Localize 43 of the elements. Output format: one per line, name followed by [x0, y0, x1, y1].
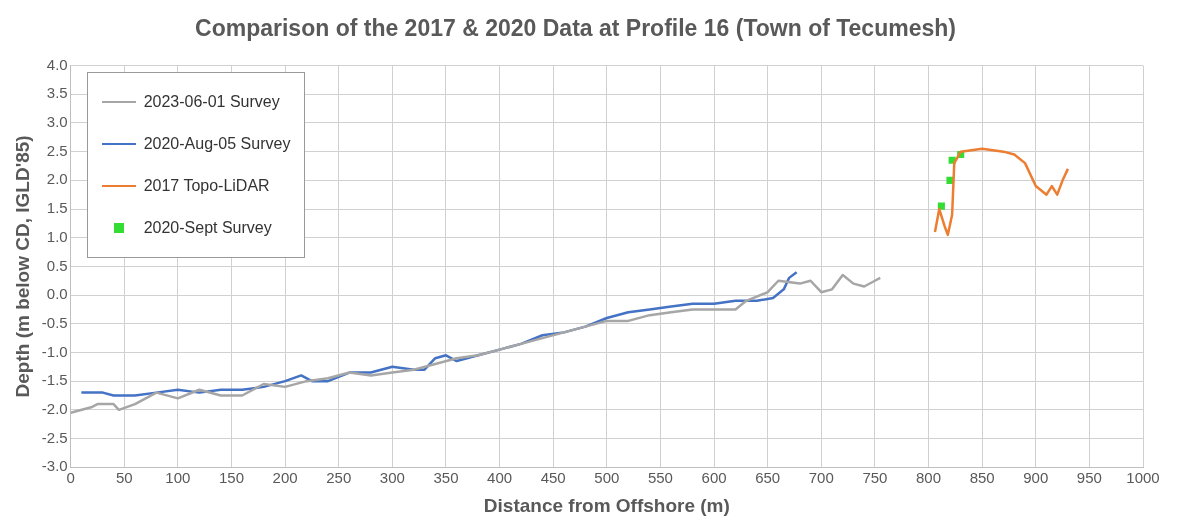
x-tick-label: 650	[755, 469, 781, 487]
x-tick-label: 500	[594, 469, 620, 487]
y-tick-label: 1.0	[46, 227, 68, 245]
x-tick-label: 1000	[1126, 469, 1160, 487]
y-tick-label: -0.5	[41, 313, 68, 331]
y-tick-label: 3.5	[46, 84, 68, 102]
legend-label: 2020-Sept Survey	[143, 218, 272, 237]
y-tick-label: -3.0	[41, 457, 68, 475]
y-tick-label: 0.5	[46, 256, 68, 274]
x-tick-label: 450	[540, 469, 566, 487]
x-tick-label: 200	[272, 469, 298, 487]
y-tick-label: -2.0	[41, 399, 68, 417]
x-tick-label: 850	[969, 469, 995, 487]
x-tick-label: 0	[66, 469, 75, 487]
x-tick-label: 250	[326, 469, 352, 487]
legend-label: 2017 Topo-LiDAR	[143, 176, 270, 195]
x-tick-label: 100	[165, 469, 191, 487]
x-tick-label: 400	[487, 469, 513, 487]
y-tick-label: 2.5	[46, 141, 68, 159]
chart-title: Comparison of the 2017 & 2020 Data at Profile 16 (Town of Tecumesh)	[195, 15, 956, 42]
y-tick-label: -1.5	[41, 371, 68, 389]
y-tick-label: 1.5	[46, 199, 68, 217]
x-tick-label: 750	[862, 469, 888, 487]
x-tick-label: 50	[115, 469, 133, 487]
y-tick-label: 0.0	[46, 285, 68, 303]
y-tick-label: -2.5	[41, 428, 68, 446]
y-axis-title: Depth (m below CD, IGLD'85)	[11, 135, 33, 398]
x-tick-label: 950	[1076, 469, 1102, 487]
x-tick-label: 350	[433, 469, 459, 487]
y-tick-label: -1.0	[41, 342, 68, 360]
x-tick-label: 800	[916, 469, 942, 487]
legend-label: 2023-06-01 Survey	[143, 92, 280, 111]
y-tick-label: 4.0	[46, 55, 68, 73]
x-axis-title: Distance from Offshore (m)	[483, 494, 730, 516]
legend-label: 2020-Aug-05 Survey	[143, 134, 291, 153]
x-tick-label: 600	[701, 469, 727, 487]
y-tick-label: 2.0	[46, 170, 68, 188]
x-tick-label: 900	[1023, 469, 1049, 487]
x-tick-label: 150	[218, 469, 245, 487]
x-tick-label: 550	[647, 469, 673, 487]
x-tick-label: 300	[379, 469, 405, 487]
y-tick-label: 3.0	[46, 113, 68, 131]
x-tick-label: 700	[808, 469, 834, 487]
